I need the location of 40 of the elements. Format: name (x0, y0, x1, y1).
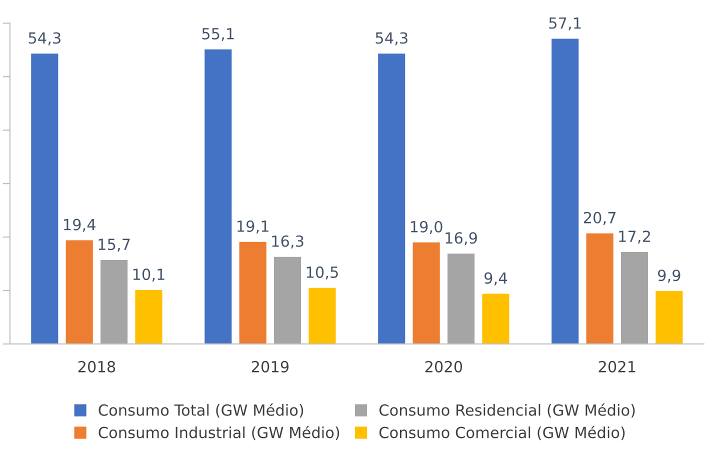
legend-label: Consumo Total (GW Médio) (98, 403, 304, 418)
data-label: 19,4 (64, 218, 96, 232)
data-label: 19,1 (238, 220, 268, 234)
data-label: 10,1 (133, 268, 164, 282)
bar (204, 49, 232, 344)
data-label: 20,7 (584, 212, 616, 225)
bar (308, 288, 336, 344)
x-tick-label: 2020 (425, 360, 462, 372)
data-label: 16,3 (272, 235, 304, 248)
bar (447, 254, 475, 344)
x-tick-label: 2021 (598, 360, 636, 372)
legend-label: Consumo Comercial (GW Médio) (379, 426, 625, 440)
data-label: 17,2 (619, 230, 650, 244)
legend-label: Consumo Residencial (GW Médio) (379, 403, 635, 418)
bar (482, 294, 510, 344)
data-label: 54,3 (28, 32, 60, 46)
data-label: 16,9 (446, 232, 477, 246)
data-label: 10,5 (306, 266, 338, 280)
legend-label: Consumo Industrial (GW Médio) (98, 426, 340, 440)
x-tick-label: 2018 (78, 360, 116, 372)
data-label: 15,7 (98, 238, 130, 252)
data-label: 57,1 (549, 17, 581, 30)
bar (239, 242, 266, 344)
data-label: 54,3 (376, 32, 408, 46)
bar (656, 291, 683, 344)
bar (135, 290, 162, 344)
bar (378, 54, 406, 344)
data-label: 9,4 (484, 272, 507, 286)
data-label: 55,1 (202, 28, 234, 42)
data-label: 9,9 (658, 270, 680, 283)
bar (620, 252, 648, 344)
x-tick-label: 2019 (252, 360, 289, 372)
bar (552, 38, 579, 344)
bar (31, 54, 58, 344)
bar (412, 242, 440, 344)
data-label: 19,0 (410, 220, 442, 234)
bar (100, 260, 128, 344)
bar (66, 240, 93, 344)
bar (586, 233, 614, 344)
bar (274, 256, 302, 344)
